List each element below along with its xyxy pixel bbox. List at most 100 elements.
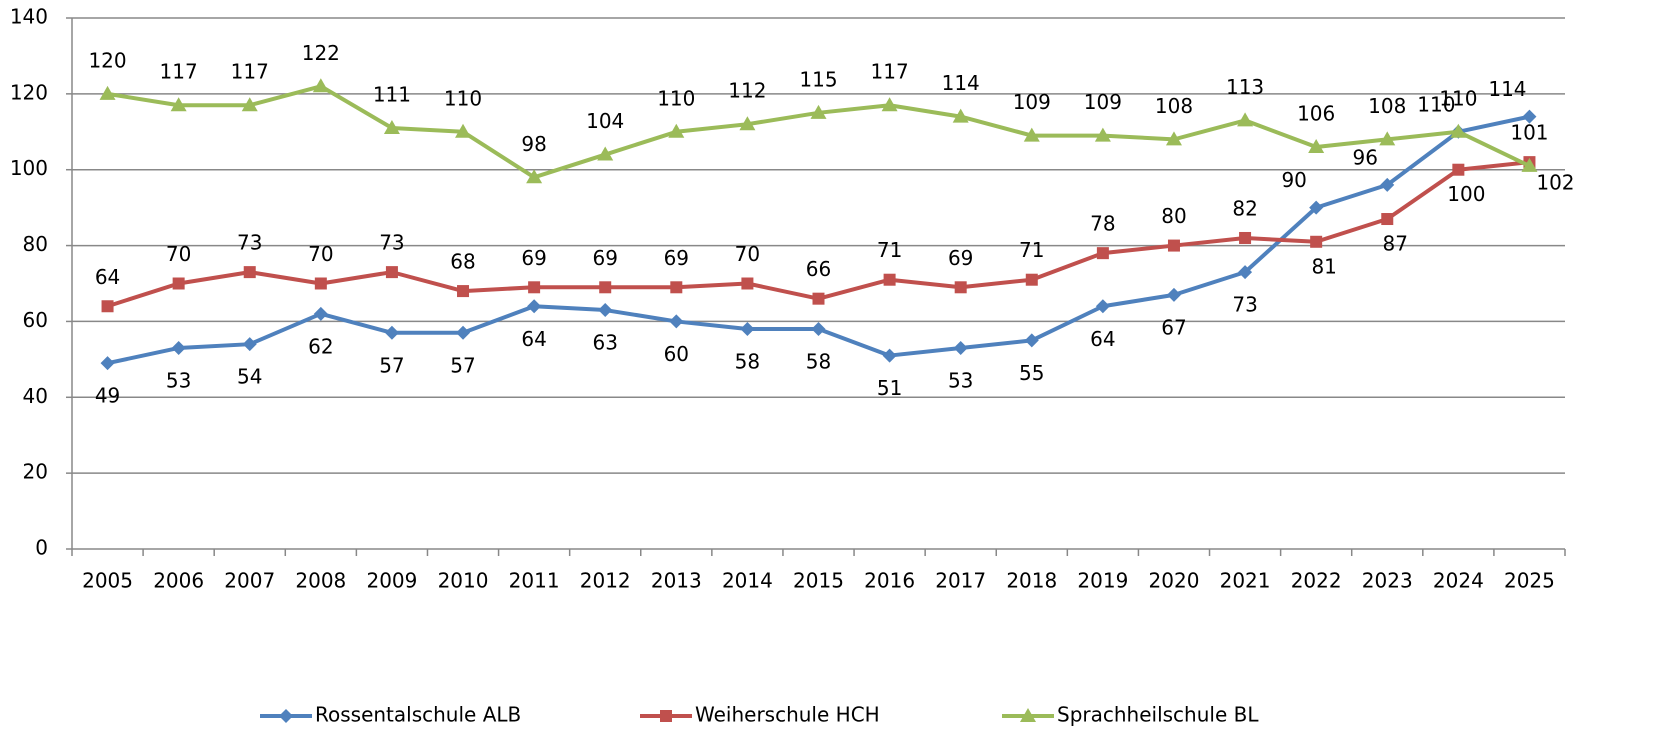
data-label: 64 [521,327,546,351]
data-label: 67 [1161,315,1186,339]
data-label: 110 [1417,92,1455,116]
data-label: 70 [735,242,760,266]
marker [1166,287,1181,302]
data-label: 58 [735,350,760,374]
y-tick-label: 120 [10,80,48,104]
marker [1522,109,1537,124]
marker [954,281,967,294]
marker [1309,200,1324,215]
data-label: 62 [308,334,333,358]
marker [1094,127,1111,142]
marker [171,340,186,355]
y-tick-label: 60 [23,308,48,332]
legend-label: Rossentalschule ALB [315,703,521,727]
marker [170,97,187,112]
marker [314,277,327,290]
marker [952,108,969,123]
data-label: 117 [871,60,909,84]
y-tick-label: 140 [10,5,48,29]
marker [455,123,472,138]
data-label: 110 [444,86,482,110]
y-tick-label: 100 [10,156,48,180]
data-label: 117 [231,60,269,84]
marker [1167,239,1180,252]
series-line [107,84,1531,180]
data-label: 63 [592,331,617,355]
data-label: 110 [657,86,695,110]
marker [99,85,116,100]
data-label: 53 [166,368,191,392]
x-tick-label: 2015 [793,569,844,593]
data-label: 73 [237,231,262,255]
data-label: 98 [521,132,546,156]
x-tick-label: 2025 [1504,569,1555,593]
marker [1020,708,1036,722]
data-label: 112 [728,79,766,103]
x-tick-label: 2005 [82,569,133,593]
x-tick-label: 2023 [1362,569,1413,593]
marker [1452,163,1465,176]
legend-label: Sprachheilschule BL [1057,703,1259,727]
marker [383,119,400,134]
marker [883,273,896,286]
data-label: 69 [592,246,617,270]
data-label: 109 [1013,90,1051,114]
marker [384,325,399,340]
x-tick-label: 2020 [1149,569,1200,593]
data-label: 58 [806,350,831,374]
marker [953,340,968,355]
marker [1096,247,1109,260]
data-label: 69 [664,246,689,270]
y-tick-label: 40 [23,384,48,408]
marker [1380,177,1395,192]
data-label: 120 [88,48,126,72]
data-label: 108 [1155,94,1193,118]
x-tick-label: 2007 [224,569,275,593]
marker [1237,112,1254,127]
marker [1024,333,1039,348]
data-label: 87 [1383,232,1408,256]
marker [1025,273,1038,286]
data-label: 109 [1084,90,1122,114]
x-tick-label: 2013 [651,569,702,593]
marker [599,281,612,294]
marker [312,78,329,93]
x-tick-label: 2014 [722,569,773,593]
data-label: 64 [1090,327,1115,351]
data-label: 101 [1510,120,1548,144]
x-tick-label: 2012 [580,569,631,593]
data-label: 70 [166,242,191,266]
marker [812,292,825,305]
marker [881,97,898,112]
marker [741,277,754,290]
marker [527,299,542,314]
marker [243,266,256,279]
x-tick-label: 2024 [1433,569,1484,593]
marker [670,281,683,294]
data-label: 55 [1019,361,1044,385]
x-tick-label: 2006 [153,569,204,593]
marker [1023,127,1040,142]
y-tick-label: 80 [23,232,48,256]
marker [811,322,826,337]
data-label: 115 [799,67,837,91]
marker [100,356,115,371]
marker [1165,131,1182,146]
marker [457,285,470,298]
x-tick-label: 2010 [438,569,489,593]
x-tick-label: 2019 [1077,569,1128,593]
marker [660,710,672,722]
data-label: 80 [1161,204,1186,228]
y-tick-label: 0 [35,536,48,560]
marker [597,146,614,161]
marker [242,337,257,352]
marker [1239,231,1252,244]
data-label: 111 [373,82,411,106]
data-label: 54 [237,365,262,389]
data-label: 122 [302,41,340,65]
data-label: 102 [1536,171,1574,195]
data-label: 64 [95,265,120,289]
marker [810,104,827,119]
marker [528,281,541,294]
